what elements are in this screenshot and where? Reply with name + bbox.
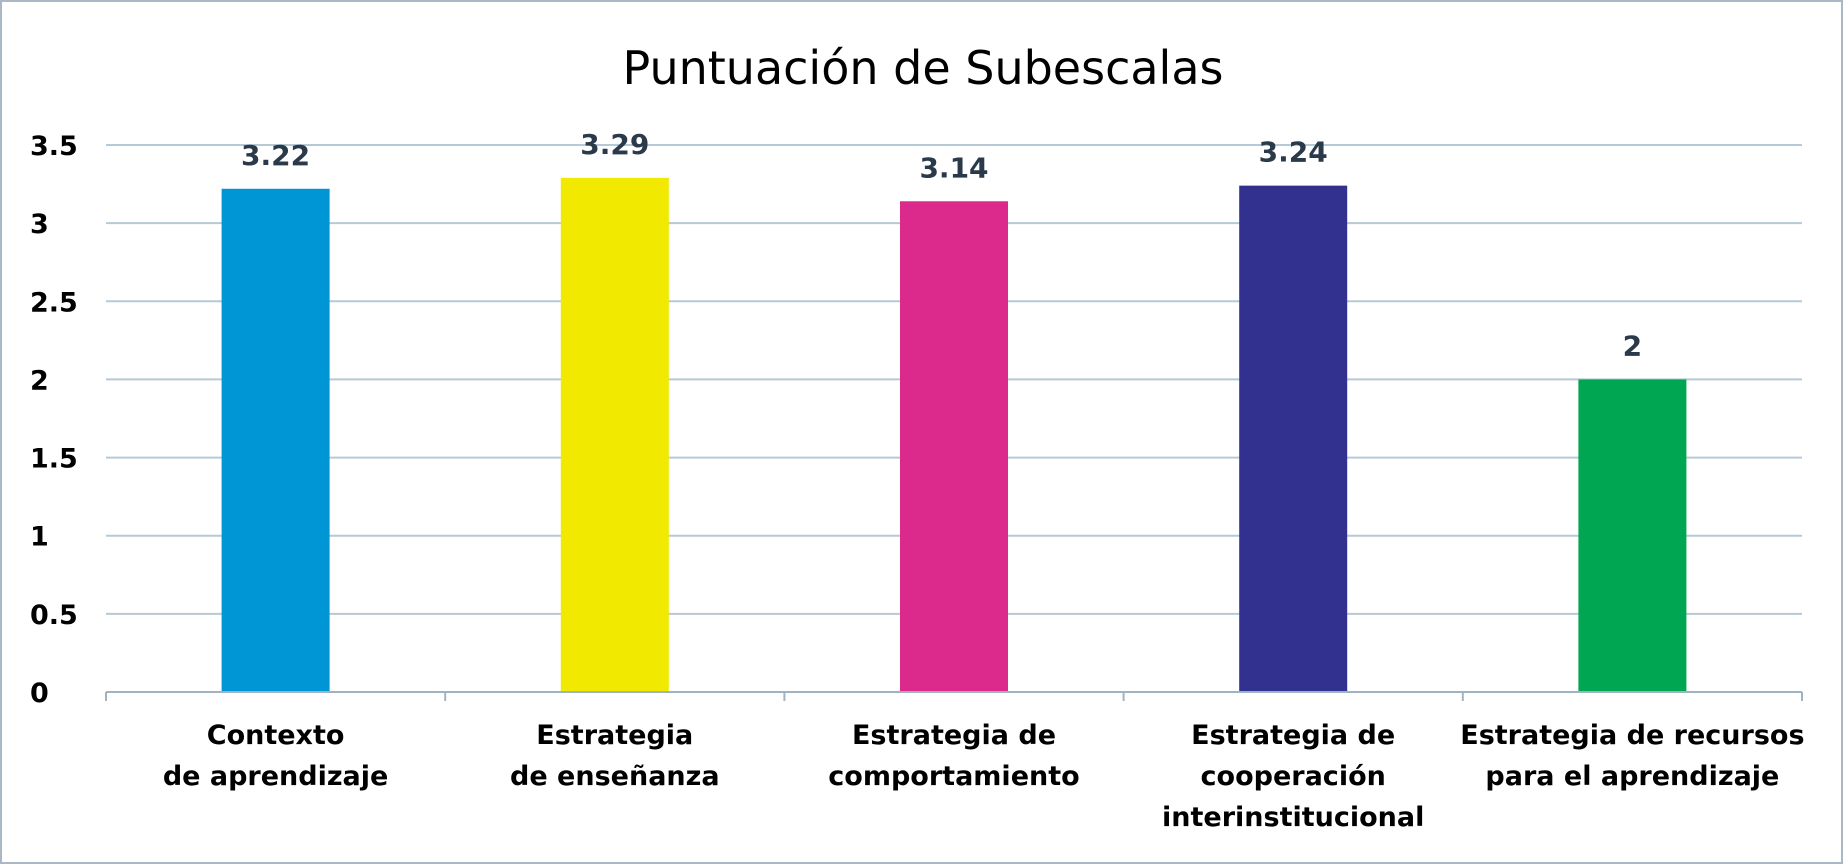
- bar: [221, 188, 330, 692]
- data-label: 2: [1623, 329, 1642, 362]
- y-tick-label: 3.5: [30, 131, 78, 162]
- x-category-label: interinstitucional: [1162, 802, 1424, 833]
- data-label: 3.14: [919, 151, 988, 184]
- x-category-label: Estrategia de: [852, 720, 1056, 751]
- chart-title: Puntuación de Subescalas: [623, 41, 1224, 95]
- data-label: 3.24: [1259, 136, 1328, 169]
- y-tick-label: 3: [30, 209, 49, 240]
- bar: [1239, 185, 1348, 693]
- y-tick-label: 2.5: [30, 287, 78, 318]
- bars: [221, 177, 1687, 693]
- x-category-label: Estrategia de: [1191, 720, 1395, 751]
- y-tick-label: 0.5: [30, 600, 78, 631]
- x-category-label: de aprendizaje: [163, 761, 389, 792]
- x-category-label: de enseñanza: [510, 761, 720, 792]
- x-category-label: cooperación: [1201, 761, 1386, 792]
- bar: [900, 201, 1008, 692]
- y-tick-label: 0: [30, 678, 49, 709]
- x-axis: [105, 691, 1803, 701]
- x-category-label: Estrategia de recursos: [1460, 720, 1804, 751]
- bar: [560, 177, 669, 692]
- y-axis-tick-labels: 0 0.5 1 1.5 2 2.5 3 3.5: [30, 131, 78, 709]
- y-tick-label: 2: [30, 365, 49, 396]
- x-category-label: para el aprendizaje: [1485, 761, 1779, 792]
- x-category-label: Contexto: [207, 720, 345, 751]
- y-tick-label: 1.5: [30, 444, 78, 475]
- x-category-label: comportamiento: [828, 761, 1079, 792]
- data-label: 3.29: [580, 128, 649, 161]
- x-axis-category-labels: Contexto de aprendizaje Estrategia de enseñ…: [163, 720, 1805, 833]
- x-category-label: Estrategia: [536, 720, 693, 751]
- bar: [1578, 379, 1687, 692]
- data-label: 3.22: [241, 139, 310, 172]
- y-tick-label: 1: [30, 522, 49, 553]
- data-labels: 3.22 3.29 3.14 3.24 2: [241, 128, 1642, 363]
